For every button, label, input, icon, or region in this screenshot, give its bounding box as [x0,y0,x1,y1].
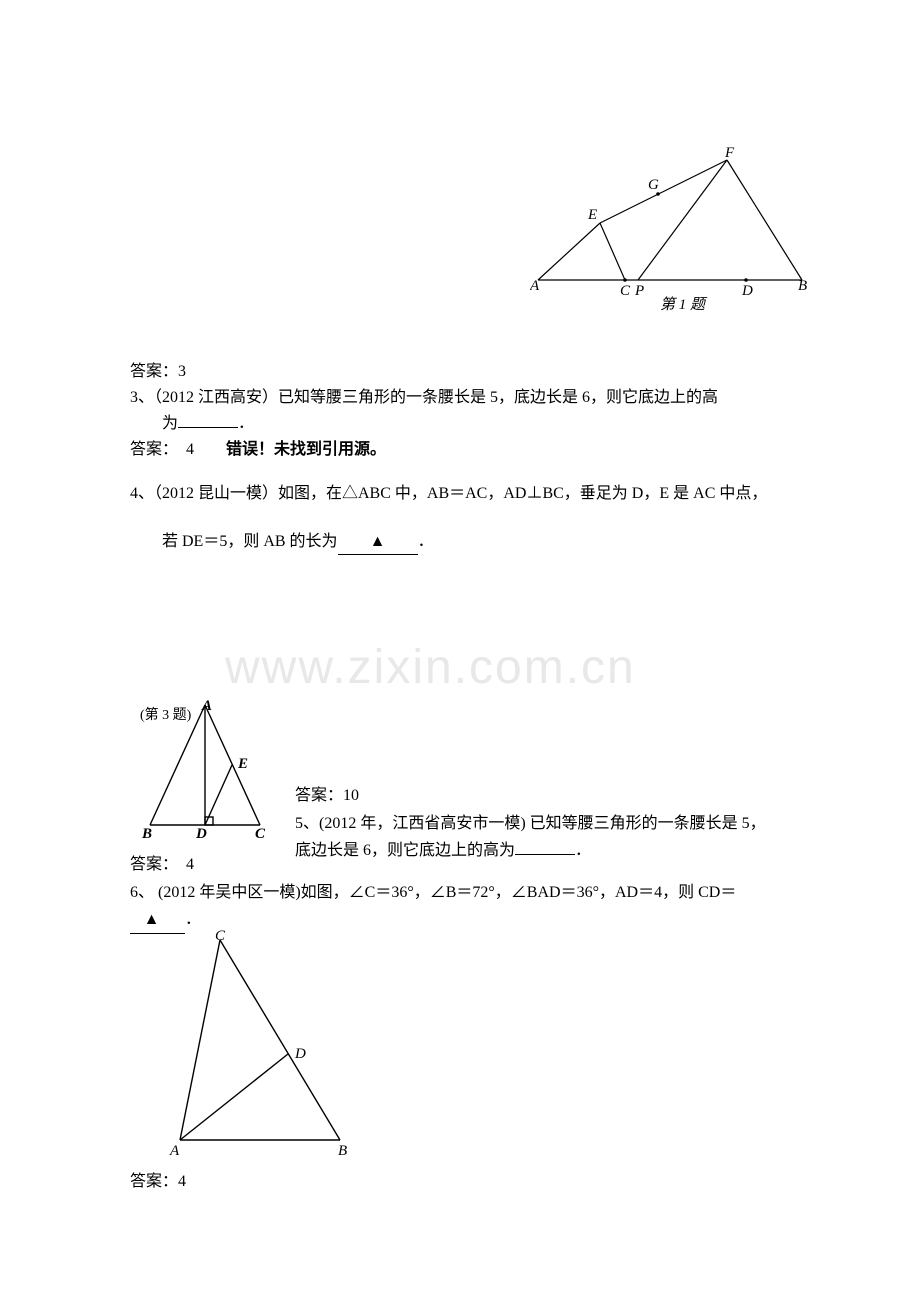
q4-line1: 4、（2012 昆山一模）如图，在△ABC 中，AB＝AC，AD⊥BC，垂足为 … [130,482,790,506]
svg-text:C: C [215,930,226,944]
svg-text:C: C [255,826,266,842]
after-q4: 答案： 4 6、 (2012 年吴中区一模)如图，∠C＝36°，∠B＝72°，∠… [130,852,790,936]
svg-text:B: B [141,826,152,842]
figure-q6-svg: C A B D [160,930,380,1160]
q3-answer-line: 答案： 4 错误！未找到引用源。 [130,438,790,462]
q6-answer-value: 4 [178,1173,186,1190]
watermark: www.zixin.com.cn [225,640,636,695]
q4-blank: ▲ [338,530,418,555]
q3-line2-prefix: 为 [162,415,178,432]
svg-text:E: E [237,756,248,772]
q6-answer-label: 答案： [130,1173,178,1190]
q5-answer: 答案： 4 [130,852,790,878]
figure-q6: C A B D [160,930,380,1165]
q5-line1: 5、(2012 年，江西省高安市一模) 已知等腰三角形的一条腰长是 5， [295,811,795,837]
answer-2: 答案：3 [130,360,790,384]
svg-text:B: B [798,278,807,294]
svg-text:A: A [169,1143,180,1159]
q3-answer-label: 答案： [130,441,178,458]
q3-line2: 为． [130,412,790,436]
q3-answer-value: 4 [186,441,194,458]
q6-answer: 答案：4 [130,1170,186,1194]
svg-text:A: A [201,700,212,714]
figure-q4: (第 3 题) A B C D E [140,700,285,855]
answer-2-value: 3 [178,363,186,380]
q4-answer-value: 10 [343,787,359,804]
svg-text:D: D [195,826,207,842]
q4-line2: 若 DE＝5，则 AB 的长为▲． [130,530,790,555]
q5-answer-label: 答案： [130,856,178,873]
svg-text:B: B [338,1143,347,1159]
q6-line1: 6、 (2012 年吴中区一模)如图，∠C＝36°，∠B＝72°，∠BAD＝36… [130,880,790,906]
q3-blank [178,412,238,428]
q3-error-text: 错误！未找到引用源。 [226,441,386,458]
q4-answer-label: 答案： [295,787,343,804]
q4-fig-caption: (第 3 题) [140,704,191,724]
q4-line2-prefix: 若 DE＝5，则 AB 的长为 [162,533,338,550]
main-content: 答案：3 3、（2012 江西高安）已知等腰三角形的一条腰长是 5，底边长是 6… [130,140,790,557]
q4-answer: 答案：10 [295,783,795,809]
q3-line1: 3、（2012 江西高安）已知等腰三角形的一条腰长是 5，底边长是 6，则它底边… [130,386,790,410]
answer-2-label: 答案： [130,363,178,380]
q5-answer-value: 4 [186,856,194,873]
svg-text:D: D [294,1046,306,1062]
